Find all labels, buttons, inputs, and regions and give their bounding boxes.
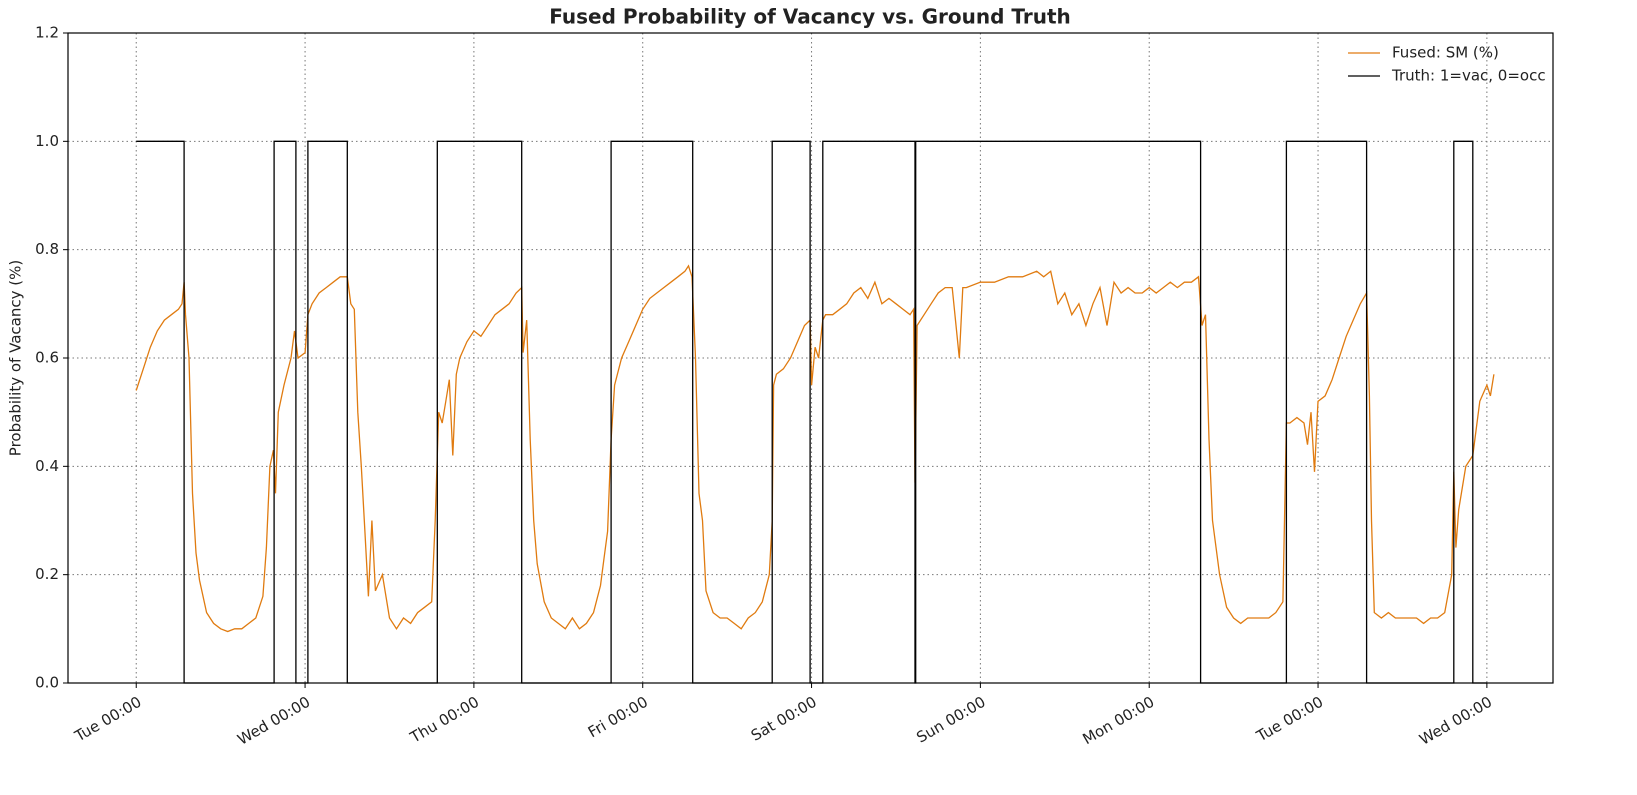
x-tick-label: Thu 00:00: [406, 693, 482, 747]
y-tick-label: 0.8: [35, 240, 59, 258]
legend-label: Fused: SM (%): [1392, 44, 1499, 62]
y-tick-label: 0.2: [35, 565, 59, 583]
x-tick-label: Wed 00:00: [234, 693, 313, 749]
y-tick-label: 1.2: [35, 24, 59, 42]
chart-title: Fused Probability of Vacancy vs. Ground …: [549, 5, 1071, 29]
x-tick-label: Wed 00:00: [1416, 693, 1495, 749]
x-tick-label: Fri 00:00: [585, 693, 651, 742]
legend-label: Truth: 1=vac, 0=occ: [1391, 67, 1546, 85]
x-tick-label: Mon 00:00: [1080, 693, 1158, 748]
data-line: [135, 264, 1495, 633]
y-tick-label: 1.0: [35, 132, 59, 150]
x-tick-label: Tue 00:00: [71, 693, 145, 746]
x-tick-label: Sat 00:00: [748, 693, 820, 745]
x-tick-label: Tue 00:00: [1253, 693, 1327, 746]
x-tick-label: Sun 00:00: [913, 693, 988, 747]
y-tick-label: 0.0: [35, 674, 59, 692]
plot-frame: [67, 32, 1554, 684]
y-axis-label: Probability of Vacancy (%): [7, 260, 25, 456]
y-tick-label: 0.4: [35, 457, 59, 475]
y-tick-label: 0.6: [35, 349, 59, 367]
